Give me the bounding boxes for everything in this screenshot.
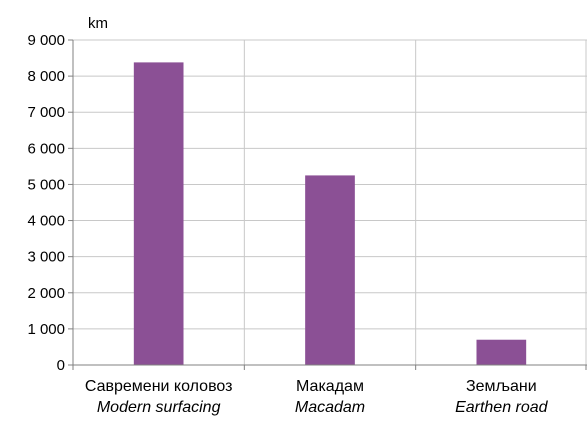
y-tick-label: 7 000: [27, 104, 65, 121]
x-category-label: Макадам: [296, 378, 364, 395]
y-tick-label: 4 000: [27, 213, 65, 230]
axes: [68, 39, 587, 370]
bar: [305, 175, 355, 365]
y-tick-label: 9 000: [27, 32, 65, 49]
y-tick-label: 3 000: [27, 249, 65, 266]
y-tick-label: 0: [57, 357, 65, 374]
x-category-sublabel: Earthen road: [455, 399, 549, 416]
x-category-label: Савремени коловоз: [85, 378, 233, 395]
y-tick-labels: 0 1 000 2 000 3 000 4 000 5 000 6 000 7 000 8 00…: [27, 32, 65, 374]
y-tick-label: 8 000: [27, 68, 65, 85]
y-tick-label: 2 000: [27, 285, 65, 302]
y-tick-label: 1 000: [27, 321, 65, 338]
bar: [133, 62, 184, 366]
bars-group: [133, 62, 527, 366]
y-tick-label: 5 000: [27, 176, 65, 193]
bar: [476, 339, 527, 365]
y-tick-label: 6 000: [27, 140, 65, 157]
x-category-label: Земљани: [466, 378, 537, 395]
x-category-labels: Савремени коловоз Modern surfacing Макадам…: [85, 378, 549, 416]
x-category-sublabel: Modern surfacing: [97, 399, 221, 416]
x-category-sublabel: Macadam: [295, 399, 365, 416]
y-axis-unit-label: km: [88, 15, 108, 32]
